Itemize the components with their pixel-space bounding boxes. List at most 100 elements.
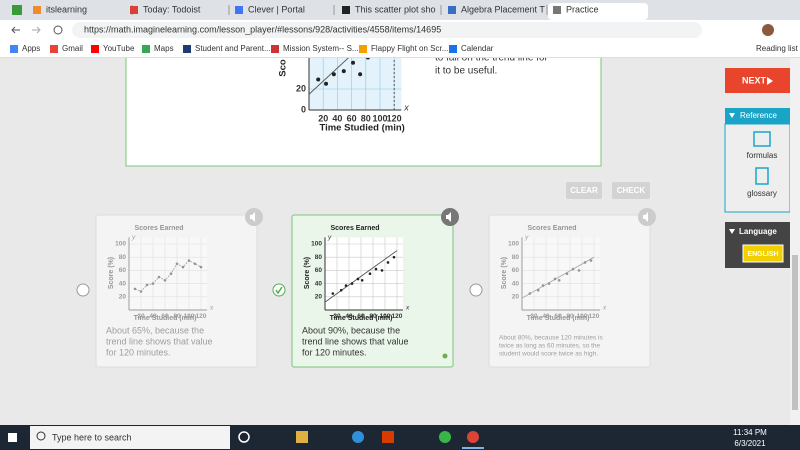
data-point [358,72,363,77]
reference-label[interactable]: Reference [740,111,777,120]
answer-text: for 120 minutes. [302,347,367,357]
tab-title[interactable]: This scatter plot sho [355,4,436,14]
x-axis-letter: x [209,305,214,312]
bookmark-icon [91,45,99,53]
bookmarks-bar [0,40,800,58]
tab-title[interactable]: Today: Todoist [143,4,201,14]
data-point [571,267,575,271]
app-icon[interactable] [467,431,479,443]
tab-icon [553,6,561,14]
x-tick-label: 40 [345,313,353,320]
radio[interactable] [272,283,286,297]
task-view[interactable] [238,431,250,443]
next-label[interactable]: NEXT [742,75,767,85]
next-arrow [767,77,773,85]
x-tick-label: 20 [530,313,538,320]
bookmark[interactable]: Student and Parent... [195,44,271,53]
y-tick-label: 80 [315,254,323,261]
app-icon[interactable] [382,431,394,443]
data-point [374,267,378,271]
search-box[interactable] [30,426,230,449]
address-bar[interactable] [72,22,702,38]
x-tick-label: 120 [387,113,402,123]
bookmark-icon [449,45,457,53]
next-button[interactable] [725,68,790,93]
data-line [134,259,202,293]
x-axis-label: Time Studied (min) [319,123,404,134]
collapse-icon [729,229,735,234]
data-point [133,287,137,291]
glossary-link[interactable]: glossary [747,189,777,198]
bookmark[interactable]: Gmail [62,44,83,53]
scroll-thumb[interactable] [792,255,798,410]
collapse-icon [729,113,735,118]
forward-button[interactable] [32,26,41,34]
radio[interactable] [469,283,483,297]
lesson: to fall on the trend line for it to be u… [125,58,602,167]
data-point [324,81,329,86]
y-tick-label: 20 [296,83,306,93]
data-point [331,292,335,295]
check-label[interactable]: CHECK [617,186,646,195]
formulas-icon[interactable] [753,131,771,147]
y-tick-label: 60 [512,267,520,274]
data-point [341,69,346,74]
english-button[interactable] [742,244,784,263]
address[interactable]: https://math.imaginelearning.com/lesson_… [84,24,441,34]
back-button[interactable] [11,26,20,34]
tab-title[interactable]: Practice [566,4,599,14]
card-frame[interactable] [95,214,258,368]
app-icon[interactable] [352,431,364,443]
speaker-icon [643,212,648,222]
y-tick-label: 0 [301,104,306,114]
reading-list[interactable]: Reading list [756,44,799,53]
clear-button[interactable] [566,182,602,199]
x-tick-label: 20 [137,313,145,320]
scrollbar[interactable] [790,58,800,425]
tab-icon [342,6,350,14]
y-tick-label: 20 [119,294,127,301]
formulas-link[interactable]: formulas [747,151,778,160]
check-button[interactable] [612,182,650,199]
y-tick-label: 40 [119,280,127,287]
tab-title[interactable]: Clever | Portal [248,4,305,14]
data-point [175,262,179,266]
glossary-icon[interactable] [755,167,769,185]
x-tick-label: 60 [161,313,169,320]
search-placeholder[interactable]: Type here to search [52,432,132,442]
start-button[interactable] [8,433,17,442]
data-point [577,269,581,272]
x-tick-label: 100 [577,313,588,320]
chart-title: Scores Earned [330,225,379,232]
bookmark[interactable]: Maps [154,44,174,53]
data-point [528,292,532,295]
profile[interactable] [762,24,774,36]
card-frame[interactable] [488,214,651,368]
bookmark[interactable]: Mission System-- S... [283,44,359,53]
answer-text: trend line shows that value [302,336,409,346]
answer-text: About 90%, because the [302,325,400,335]
tab-title[interactable]: itslearning [46,4,87,14]
bookmark[interactable]: Calendar [461,44,494,53]
y-tick-label: 60 [315,267,323,274]
radio[interactable] [76,283,90,297]
reload-button[interactable] [53,25,63,35]
clear-label[interactable]: CLEAR [570,186,598,195]
reference-header[interactable] [725,108,790,124]
x-axis-letter: x [405,305,410,312]
data-point [351,60,356,65]
bookmark[interactable]: Flappy Flight on Scr... [371,44,448,53]
bookmark[interactable]: YouTube [103,44,135,53]
app-icon[interactable] [296,431,308,443]
active-tab[interactable] [548,3,648,20]
bookmark[interactable]: Apps [22,44,40,53]
tab-title[interactable]: Algebra Placement T [461,4,545,14]
english-label[interactable]: ENGLISH [747,251,778,258]
app-icon[interactable] [439,431,451,443]
data-point [380,269,384,272]
search-icon [36,431,46,441]
